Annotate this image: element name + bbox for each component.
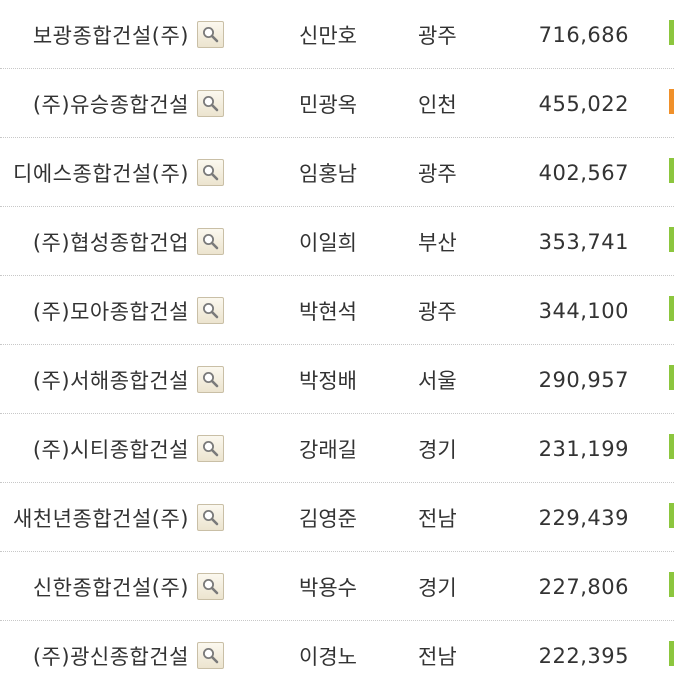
table-row: 새천년종합건설(주) 김영준 전남 229,439	[0, 483, 674, 552]
company-cell: (주)유승종합건설	[33, 69, 224, 138]
company-search-button[interactable]	[197, 573, 224, 600]
company-cell: 새천년종합건설(주)	[13, 483, 224, 552]
company-search-button[interactable]	[197, 366, 224, 393]
company-name-link[interactable]: (주)서해종합건설	[32, 368, 189, 393]
company-cell: 보광종합건설(주)	[33, 0, 224, 69]
amount-value: 716,686	[538, 22, 629, 47]
ceo-name: 민광옥	[299, 92, 357, 117]
company-name-link[interactable]: 디에스종합건설(주)	[13, 161, 189, 186]
region: 광주	[418, 23, 457, 48]
company-cell: (주)광신종합건설	[33, 621, 224, 690]
amount-value: 353,741	[538, 229, 629, 254]
company-search-button[interactable]	[197, 642, 224, 669]
region: 경기	[418, 437, 457, 462]
status-bar	[669, 227, 674, 252]
table-row: (주)유승종합건설 민광옥 인천 455,022	[0, 69, 674, 138]
amount-value: 229,439	[538, 505, 629, 530]
table-row: (주)협성종합건업 이일희 부산 353,741	[0, 207, 674, 276]
region: 전남	[418, 506, 457, 531]
company-search-button[interactable]	[197, 504, 224, 531]
ceo-name: 박용수	[299, 575, 357, 600]
ceo-name: 이일희	[299, 230, 357, 255]
region: 경기	[418, 575, 457, 600]
company-name-link[interactable]: (주)모아종합건설	[32, 299, 189, 324]
company-name-link[interactable]: 보광종합건설(주)	[32, 23, 189, 48]
table-row: (주)모아종합건설 박현석 광주 344,100	[0, 276, 674, 345]
company-name-link[interactable]: (주)유승종합건설	[32, 92, 189, 117]
company-cell: (주)시티종합건설	[33, 414, 224, 483]
status-bar	[669, 365, 674, 390]
ceo-name: 박정배	[299, 368, 357, 393]
ceo-name: 임홍남	[299, 161, 357, 186]
ceo-name: 박현석	[299, 299, 357, 324]
ceo-name: 김영준	[299, 506, 357, 531]
company-name-link[interactable]: (주)시티종합건설	[32, 437, 189, 462]
status-bar	[669, 434, 674, 459]
company-cell: (주)협성종합건업	[33, 207, 224, 276]
company-search-button[interactable]	[197, 90, 224, 117]
table-row: (주)광신종합건설 이경노 전남 222,395	[0, 621, 674, 690]
company-cell: (주)모아종합건설	[33, 276, 224, 345]
company-cell: 디에스종합건설(주)	[13, 138, 224, 207]
amount-value: 402,567	[538, 160, 629, 185]
status-bar	[669, 158, 674, 183]
company-search-button[interactable]	[197, 21, 224, 48]
table-row: 보광종합건설(주) 신만호 광주 716,686	[0, 0, 674, 69]
region: 서울	[418, 368, 457, 393]
company-search-button[interactable]	[197, 228, 224, 255]
amount-value: 344,100	[538, 298, 629, 323]
region: 전남	[418, 644, 457, 669]
company-search-button[interactable]	[197, 297, 224, 324]
status-bar	[669, 572, 674, 597]
status-bar	[669, 89, 674, 114]
ceo-name: 신만호	[299, 23, 357, 48]
amount-value: 222,395	[538, 643, 629, 668]
table-row: 디에스종합건설(주) 임홍남 광주 402,567	[0, 138, 674, 207]
amount-value: 290,957	[538, 367, 629, 392]
company-name-link[interactable]: (주)광신종합건설	[32, 644, 189, 669]
amount-value: 455,022	[538, 91, 629, 116]
status-bar	[669, 296, 674, 321]
company-search-button[interactable]	[197, 435, 224, 462]
region: 광주	[418, 161, 457, 186]
status-bar	[669, 641, 674, 666]
ceo-name: 강래길	[299, 437, 357, 462]
company-name-link[interactable]: 새천년종합건설(주)	[13, 506, 189, 531]
company-cell: 신한종합건설(주)	[33, 552, 224, 621]
region: 인천	[418, 92, 457, 117]
table-row: (주)시티종합건설 강래길 경기 231,199	[0, 414, 674, 483]
ceo-name: 이경노	[299, 644, 357, 669]
company-search-button[interactable]	[197, 159, 224, 186]
region: 광주	[418, 299, 457, 324]
company-name-link[interactable]: 신한종합건설(주)	[32, 575, 189, 600]
status-bar	[669, 20, 674, 45]
status-bar	[669, 503, 674, 528]
table-row: 신한종합건설(주) 박용수 경기 227,806	[0, 552, 674, 621]
amount-value: 227,806	[538, 574, 629, 599]
company-name-link[interactable]: (주)협성종합건업	[32, 230, 189, 255]
region: 부산	[418, 230, 457, 255]
amount-value: 231,199	[538, 436, 629, 461]
company-cell: (주)서해종합건설	[33, 345, 224, 414]
table-row: (주)서해종합건설 박정배 서울 290,957	[0, 345, 674, 414]
